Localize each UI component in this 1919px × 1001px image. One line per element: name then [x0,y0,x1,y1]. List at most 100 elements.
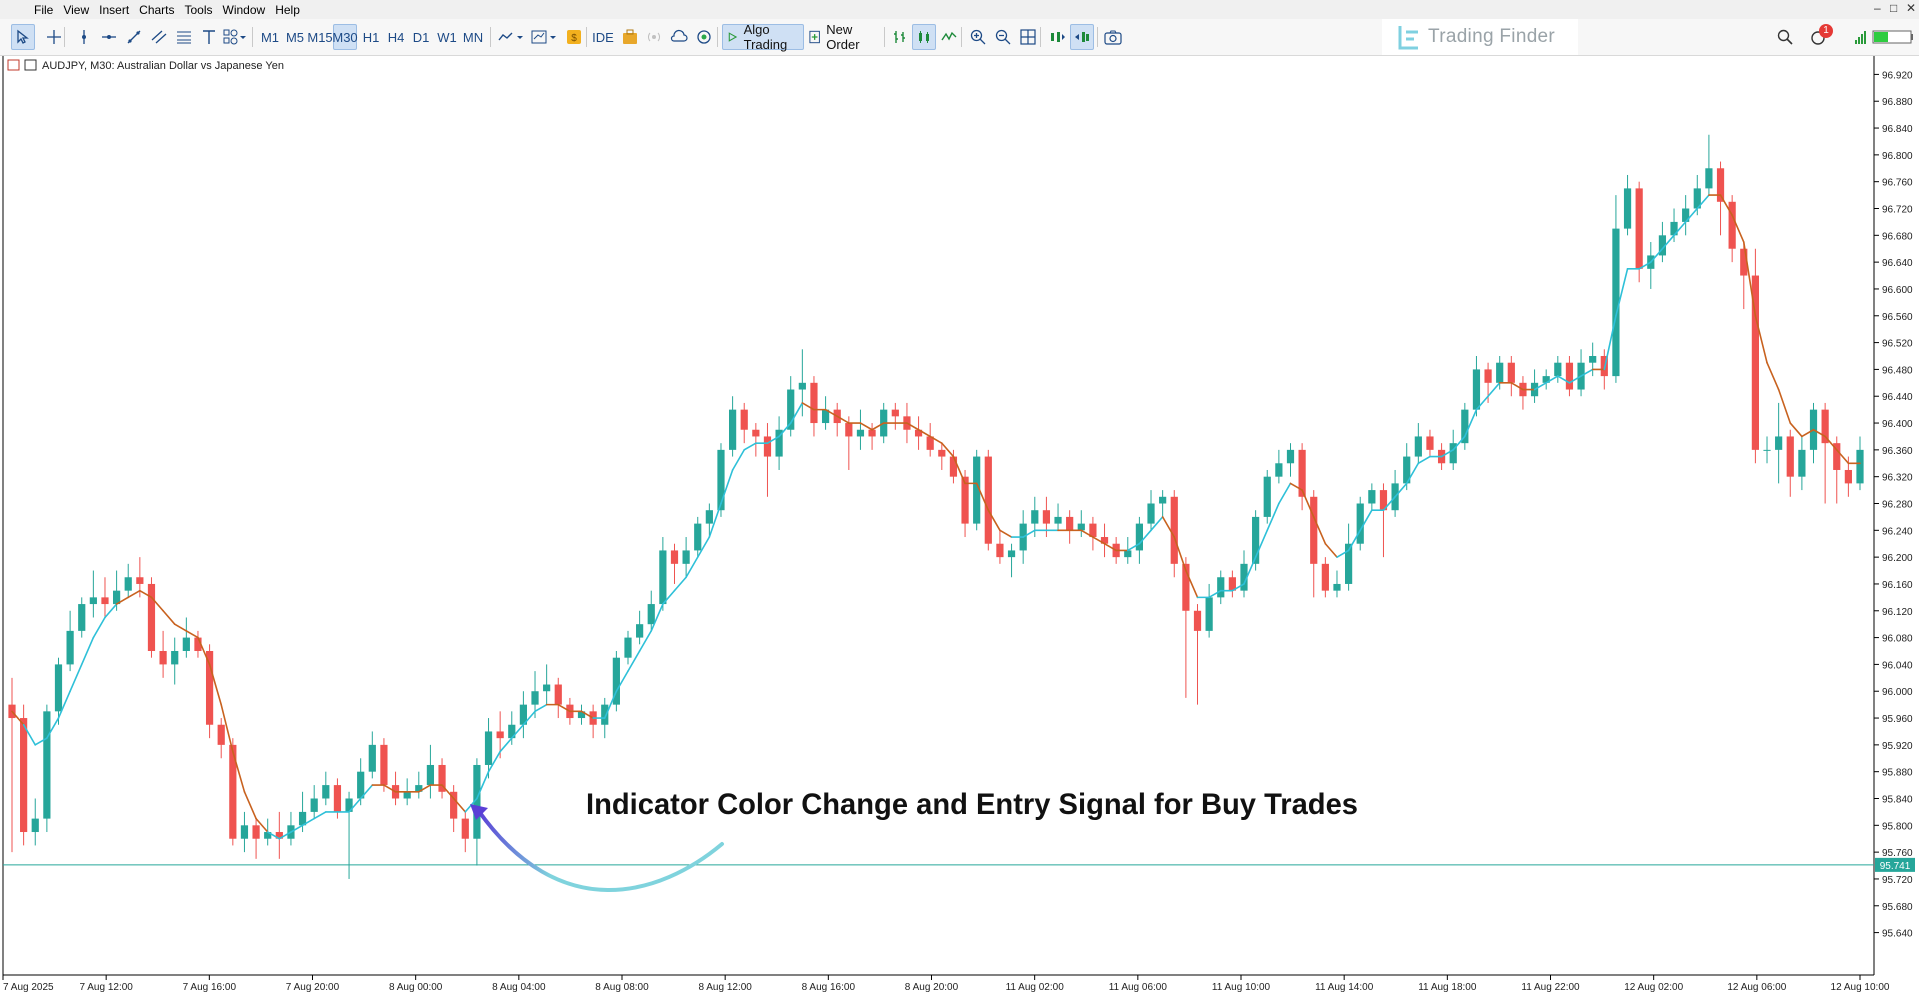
candle-body [1775,436,1783,450]
candle-body [973,456,981,524]
candle [1507,356,1515,397]
candle [577,704,586,725]
indicator-segment [139,589,153,599]
briefcase-icon[interactable] [618,24,642,50]
line-chart-icon[interactable] [937,24,961,50]
candle-body [1728,201,1736,249]
zoom-in-icon[interactable] [966,24,990,50]
candle [1228,570,1236,598]
shapes-icon[interactable] [222,24,248,50]
timeframe-h4[interactable]: H4 [387,29,405,45]
minimize-button[interactable]: – [1874,1,1881,15]
indicator-segment [720,469,734,505]
text-icon[interactable] [197,24,221,50]
indicator-segment [197,636,211,666]
fibonacci-icon[interactable] [172,24,196,50]
cursor-icon[interactable] [11,24,35,50]
signal-icon[interactable] [642,24,666,50]
candle [996,530,1004,564]
chart-bars-icon[interactable] [888,24,912,50]
menu-file[interactable]: File [34,2,54,17]
chart-shift-icon[interactable] [1070,24,1094,50]
chart-area[interactable]: AUDJPY, M30: Australian Dollar vs Japane… [0,56,1919,1001]
candle [519,691,527,739]
candle-body [484,731,493,765]
candles-icon[interactable] [912,24,936,50]
trendline-icon[interactable] [122,24,146,50]
templates-icon[interactable] [530,24,558,50]
close-button[interactable]: ✕ [1906,1,1917,15]
indicators-icon[interactable] [497,24,525,50]
timeframe-m30[interactable]: M30 [332,24,358,50]
channel-icon[interactable] [147,24,171,50]
horizontal-line-icon[interactable] [97,24,121,50]
candle-body [345,798,353,812]
candle-body [763,436,772,457]
y-tick-label: 95.920 [1882,741,1913,752]
indicator-segment [243,790,257,820]
zoom-out-icon[interactable] [991,24,1015,50]
vertical-line-icon[interactable] [72,24,96,50]
y-tick-label: 96.560 [1882,312,1913,323]
candle [31,798,39,846]
price-chart[interactable]: AUDJPY, M30: Australian Dollar vs Japane… [0,56,1919,996]
candle-body [1042,510,1051,524]
candle-body [577,711,586,719]
vps-icon[interactable] [692,24,716,50]
x-tick-label: 12 Aug 10:00 [1831,982,1890,993]
market-icon[interactable]: $ [562,24,586,50]
candle-body [1193,610,1202,631]
y-tick-label: 96.480 [1882,365,1913,376]
ide-button[interactable]: IDE [592,29,614,45]
indicator-segment [1080,529,1094,538]
candle-body [217,724,225,745]
timeframe-m5[interactable]: M5 [285,29,305,45]
x-tick-label: 11 Aug 02:00 [1006,982,1065,993]
candle-body [1252,516,1260,564]
indicator-segment [1126,542,1141,552]
menu-window[interactable]: Window [222,2,266,17]
indicator-segment [1336,549,1350,558]
timeframe-m15[interactable]: M15 [307,29,333,45]
candle-body [508,724,516,739]
indicator-segment [603,690,618,719]
candle [43,704,51,833]
cloud-icon[interactable] [667,24,691,50]
timeframe-mn[interactable]: MN [462,29,484,45]
menu-charts[interactable]: Charts [139,2,175,17]
timeframe-w1[interactable]: W1 [437,29,457,45]
candle-body [914,429,923,437]
indicator-segment [278,831,292,840]
candle-body [1682,208,1690,222]
autoscroll-icon[interactable] [1045,24,1069,50]
indicator-segment [220,703,234,753]
crosshair-icon[interactable] [42,24,66,50]
indicator-segment [1835,449,1850,465]
candle-body [1414,436,1422,457]
new-order-button[interactable]: New Order [808,22,886,52]
indicator-segment [685,556,699,579]
restore-button[interactable]: □ [1890,1,1898,15]
candle [938,443,946,470]
timeframe-m1[interactable]: M1 [260,29,280,45]
candle-body [415,785,423,792]
indicator-segment [232,750,246,793]
menu-tools[interactable]: Tools [184,2,213,17]
notifications-icon[interactable]: 1 [1804,24,1834,50]
menu-insert[interactable]: Insert [99,2,130,17]
candle [554,677,562,719]
indicator-segment [1766,361,1780,391]
indicator-segment [1185,569,1199,599]
menu-view[interactable]: View [63,2,90,17]
timeframe-h1[interactable]: H1 [362,29,380,45]
indicator-segment [1347,529,1362,552]
algo-trading-button[interactable]: Algo Trading [722,22,804,52]
annotation-text: Indicator Color Change and Entry Signal … [586,788,1358,821]
timeframe-d1[interactable]: D1 [412,29,430,45]
menu-help[interactable]: Help [275,2,300,17]
screenshot-icon[interactable] [1101,24,1125,50]
search-icon[interactable] [1773,24,1797,50]
x-tick-label: 7 Aug 16:00 [183,982,237,993]
grid-icon[interactable] [1016,24,1040,50]
indicator-segment [906,422,920,431]
